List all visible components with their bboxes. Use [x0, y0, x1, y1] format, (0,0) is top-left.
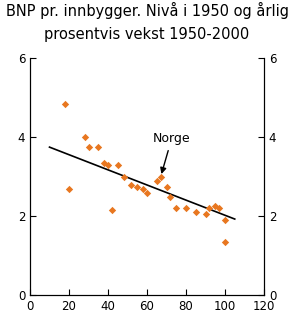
- Point: [194, 210, 198, 215]
- Text: BNP pr. innbygger. Nivå i 1950 og årlig: BNP pr. innbygger. Nivå i 1950 og årlig: [5, 2, 289, 19]
- Point: [164, 184, 169, 189]
- Point: [207, 206, 212, 211]
- Text: Norge: Norge: [153, 132, 190, 173]
- Point: [129, 182, 134, 187]
- Point: [115, 162, 120, 168]
- Point: [96, 144, 101, 150]
- Point: [158, 174, 163, 179]
- Point: [63, 101, 68, 106]
- Point: [213, 204, 218, 209]
- Point: [145, 190, 149, 195]
- Point: [135, 184, 140, 189]
- Point: [86, 144, 91, 150]
- Point: [174, 206, 179, 211]
- Point: [121, 174, 126, 179]
- Point: [67, 186, 71, 191]
- Point: [102, 160, 106, 166]
- Point: [106, 162, 110, 168]
- Point: [110, 208, 114, 213]
- Point: [141, 186, 146, 191]
- Point: [223, 239, 227, 245]
- Point: [184, 206, 188, 211]
- Point: [82, 135, 87, 140]
- Point: [168, 194, 173, 199]
- Point: [217, 206, 221, 211]
- Text: prosentvis vekst 1950-2000: prosentvis vekst 1950-2000: [44, 28, 250, 42]
- Point: [203, 212, 208, 217]
- Point: [154, 178, 159, 183]
- Point: [223, 218, 227, 223]
